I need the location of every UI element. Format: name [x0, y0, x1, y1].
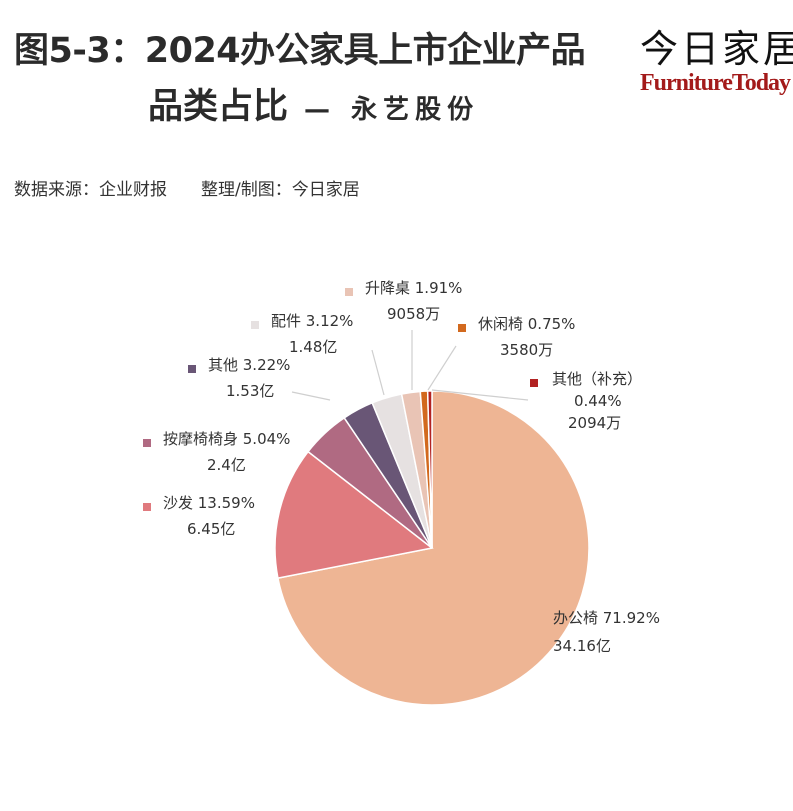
legend-marker-sofa — [143, 503, 151, 511]
chart-title-company: — 永艺股份 — [304, 95, 480, 125]
data-source-text: 数据来源：企业财报 — [14, 180, 167, 200]
source-line: 数据来源：企业财报 整理/制图：今日家居 — [14, 175, 360, 200]
data-label-leisure-chair: 休闲椅 0.75% 3580万 — [458, 315, 575, 359]
legend-marker-massage-chair-body — [143, 439, 151, 447]
label-name-percent: 沙发 13.59% — [163, 494, 255, 512]
pie-slice-other-supplement — [426, 390, 433, 549]
leader-line-other-supplement — [431, 389, 529, 401]
label-amount: 1.48亿 — [289, 338, 337, 356]
chart-title-line1: 图5-3：2024办公家具上市企业产品 — [14, 31, 586, 71]
data-label-other-supplement: 其他（补充） 0.44% 2094万 — [530, 370, 642, 432]
label-amount: 2094万 — [568, 414, 621, 432]
compiled-by-text: 整理/制图：今日家居 — [201, 180, 360, 200]
label-amount: 3580万 — [500, 341, 553, 359]
label-name-percent: 办公椅 71.92% — [553, 609, 660, 627]
data-label-sofa: 沙发 13.59% 6.45亿 — [143, 494, 255, 538]
data-label-accessories: 配件 3.12% 1.48亿 — [251, 312, 353, 356]
legend-marker-lifting-desk — [345, 288, 353, 296]
label-amount: 6.45亿 — [187, 520, 235, 538]
label-name-percent: 升降桌 1.91% — [365, 279, 462, 297]
legend-marker-other-supplement — [530, 379, 538, 387]
legend-marker-accessories — [251, 321, 259, 329]
data-label-other: 其他 3.22% 1.53亿 — [188, 356, 290, 400]
chart-title-category: 品类占比 — [148, 87, 289, 127]
pie-slice-office-chair — [277, 390, 590, 706]
data-label-lifting-desk: 升降桌 1.91% 9058万 — [345, 279, 462, 323]
label-name-percent: 其他 3.22% — [208, 356, 290, 374]
label-amount: 1.53亿 — [226, 382, 274, 400]
pie-slice-sofa — [274, 450, 434, 580]
legend-marker-leisure-chair — [458, 324, 466, 332]
leader-line-leisure-chair — [427, 345, 457, 391]
legend-marker-other — [188, 365, 196, 373]
label-amount: 9058万 — [387, 305, 440, 323]
chart-title-line2: 品类占比 — 永艺股份 — [148, 78, 479, 129]
label-amount: 34.16亿 — [553, 637, 611, 655]
data-label-massage-chair-body: 按摩椅椅身 5.04% 2.4亿 — [143, 430, 290, 474]
label-name-percent: 配件 3.12% — [271, 312, 353, 330]
data-label-office-chair: 办公椅 71.92% 34.16亿 — [553, 609, 660, 655]
leader-line-other — [291, 391, 331, 401]
brand-logo-cn: 今日家居 — [640, 27, 793, 71]
brand-logo-en: FurnitureToday — [640, 70, 791, 96]
label-amount: 2.4亿 — [207, 456, 246, 474]
label-name-percent: 休闲椅 0.75% — [478, 315, 575, 333]
leader-line-accessories — [371, 349, 385, 396]
label-name-percent: 其他（补充） — [552, 370, 642, 388]
label-name-percent: 按摩椅椅身 5.04% — [163, 430, 290, 448]
label-percent: 0.44% — [574, 392, 622, 410]
